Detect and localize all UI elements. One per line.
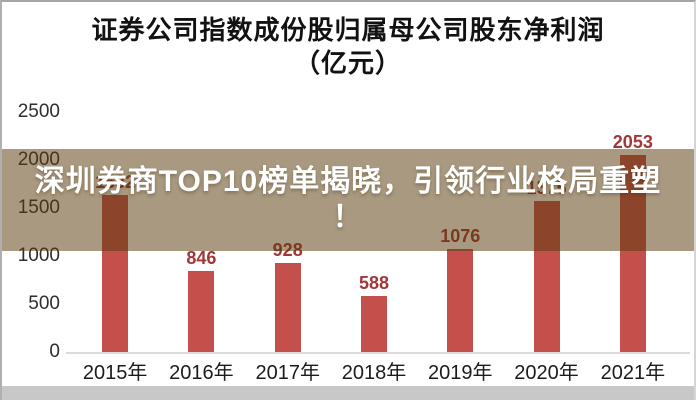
x-label-2021年: 2021年 xyxy=(600,362,666,384)
x-label-2017年: 2017年 xyxy=(255,362,320,384)
bar xyxy=(360,296,387,352)
x-label-2018年: 2018年 xyxy=(341,362,407,384)
footer-strip xyxy=(2,386,694,400)
chart-title-line1: 证券公司指数成份股归属母公司股东净利润 xyxy=(91,15,605,45)
bar xyxy=(188,271,215,352)
chart-title-line2: （亿元） xyxy=(293,48,402,78)
headline-text: 深圳券商TOP10榜单揭晓，引领行业格局重塑 ！ xyxy=(2,164,694,236)
bar xyxy=(447,249,474,352)
y-tick-0: 0 xyxy=(49,341,60,362)
x-label-2020年: 2020年 xyxy=(514,362,579,384)
y-tick-500: 500 xyxy=(28,293,60,314)
x-label-2015年: 2015年 xyxy=(82,362,148,384)
headline-line2: ！ xyxy=(332,201,364,234)
x-axis-labels: 2015年 2016年 2017年 2018年 2019年 2020年 2021年 xyxy=(72,360,676,386)
chart-title: 证券公司指数成份股归属母公司股东净利润 （亿元） xyxy=(2,14,694,80)
x-label-2019年: 2019年 xyxy=(428,362,493,384)
bar-value-label: 588 xyxy=(358,273,389,293)
bar-value-label: 846 xyxy=(186,248,217,268)
bar-group-2018年: 588 xyxy=(331,112,417,352)
x-axis-baseline xyxy=(66,352,690,354)
x-label-2016年: 2016年 xyxy=(169,362,234,384)
bar-group-2016年: 846 xyxy=(158,112,244,352)
bar-value-label: 2053 xyxy=(612,132,653,152)
headline-banner: 深圳券商TOP10榜单揭晓，引领行业格局重塑 ！ xyxy=(2,149,694,251)
headline-line1: 深圳券商TOP10榜单揭晓，引领行业格局重塑 xyxy=(34,165,662,198)
bar xyxy=(274,263,301,352)
y-tick-2500: 2500 xyxy=(17,101,60,122)
